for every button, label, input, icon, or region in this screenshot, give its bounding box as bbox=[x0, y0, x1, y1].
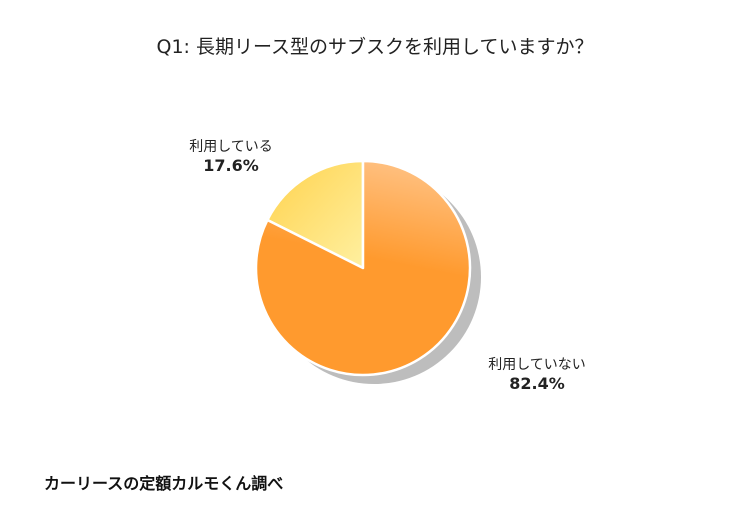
slice-name-not-used: 利用していない bbox=[488, 357, 586, 373]
slice-value-not-used: 82.4% bbox=[509, 374, 565, 393]
slice-value-used: 17.6% bbox=[203, 156, 259, 175]
source-credit: カーリースの定額カルモくん調べ bbox=[44, 474, 284, 493]
slice-name-used: 利用している bbox=[189, 139, 273, 155]
pie-slice-used bbox=[266, 159, 365, 270]
slice-label-used: 利用している 17.6% bbox=[176, 138, 286, 176]
pie-slice-not-used bbox=[254, 159, 472, 377]
chart-title: Q1: 長期リース型のサブスクを利用していますか？ bbox=[156, 36, 594, 58]
pie-slices bbox=[254, 159, 472, 377]
slice-label-not-used: 利用していない 82.4% bbox=[472, 356, 602, 394]
